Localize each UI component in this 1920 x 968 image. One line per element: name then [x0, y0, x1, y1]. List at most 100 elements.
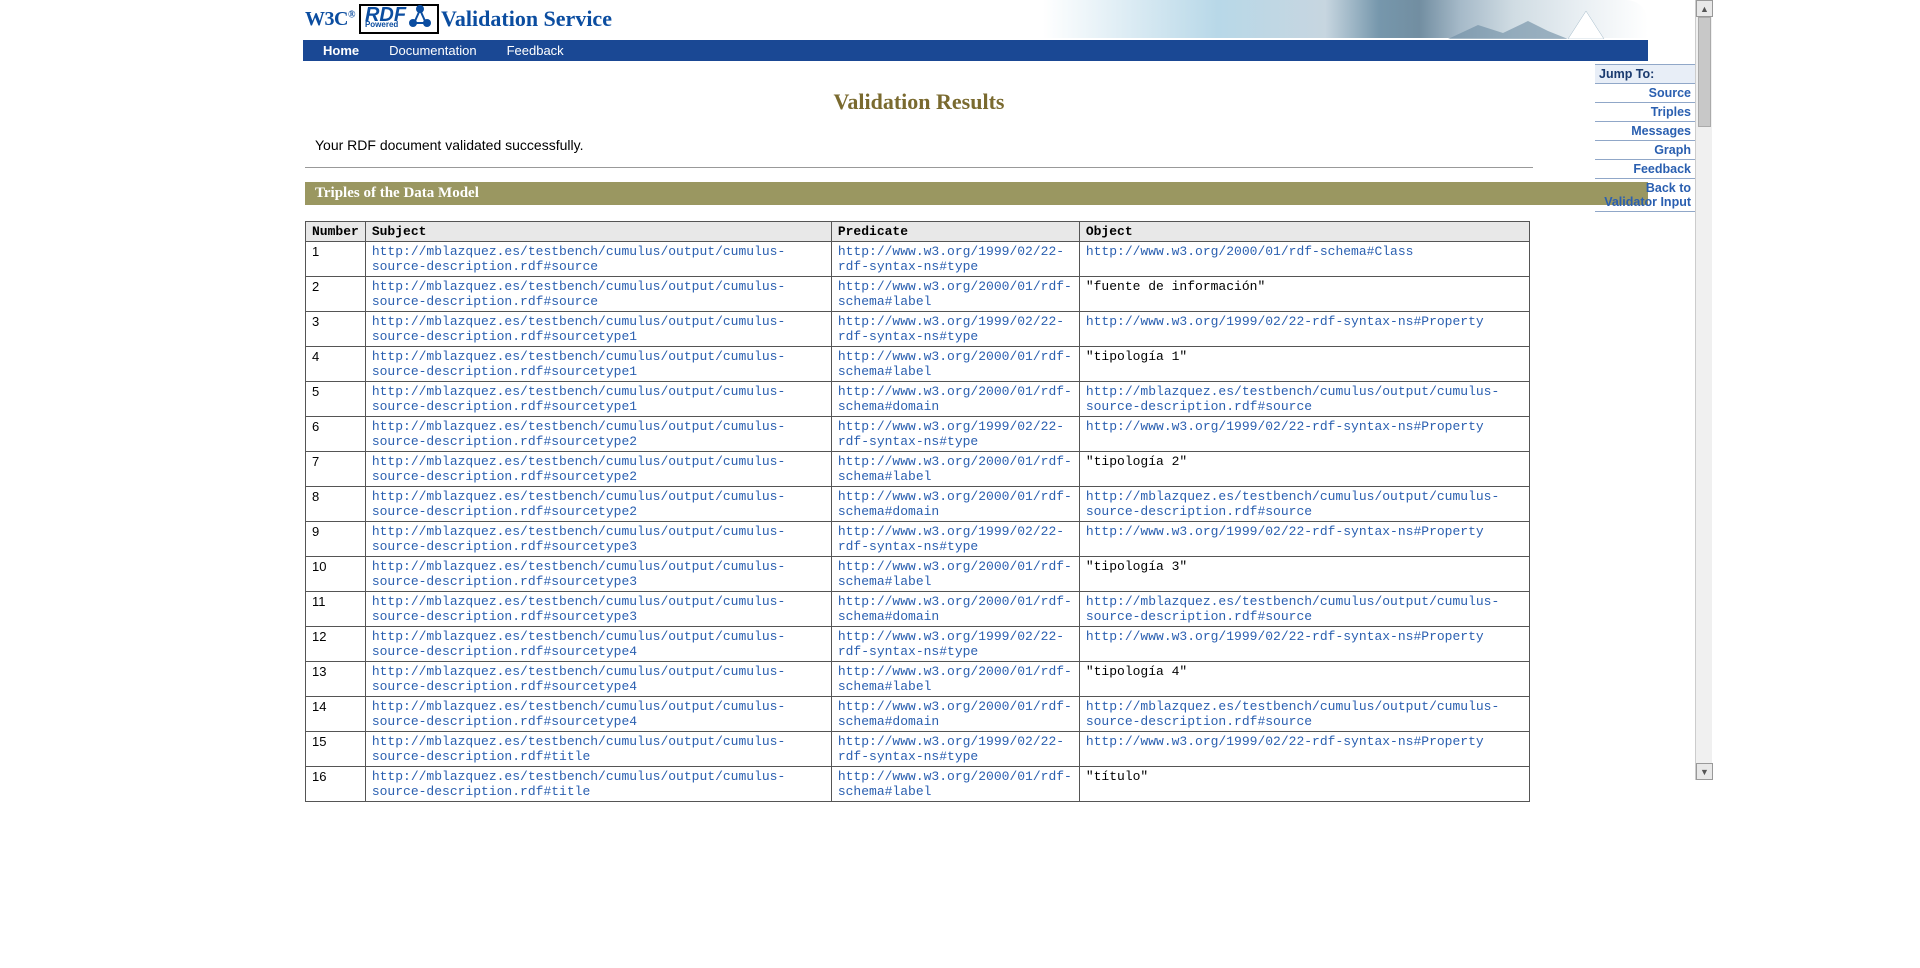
cell-subject: http://mblazquez.es/testbench/cumulus/ou… — [365, 732, 831, 767]
predicate-link[interactable]: http://www.w3.org/2000/01/rdf-schema#dom… — [838, 699, 1072, 729]
predicate-link[interactable]: http://www.w3.org/2000/01/rdf-schema#lab… — [838, 454, 1072, 484]
triples-table: Number Subject Predicate Object 1http://… — [305, 221, 1530, 802]
subject-link[interactable]: http://mblazquez.es/testbench/cumulus/ou… — [372, 419, 785, 449]
nav-feedback[interactable]: Feedback — [507, 43, 564, 58]
predicate-link[interactable]: http://www.w3.org/1999/02/22-rdf-syntax-… — [838, 314, 1064, 344]
separator — [305, 167, 1533, 168]
subject-link[interactable]: http://mblazquez.es/testbench/cumulus/ou… — [372, 699, 785, 729]
cell-object: "título" — [1079, 767, 1529, 802]
subject-link[interactable]: http://mblazquez.es/testbench/cumulus/ou… — [372, 489, 785, 519]
cell-subject: http://mblazquez.es/testbench/cumulus/ou… — [365, 522, 831, 557]
rdf-powered-logo[interactable]: RDF Powered — [359, 4, 439, 34]
object-link[interactable]: http://www.w3.org/2000/01/rdf-schema#Cla… — [1086, 244, 1414, 259]
jump-messages[interactable]: Messages — [1631, 124, 1691, 138]
cell-predicate: http://www.w3.org/1999/02/22-rdf-syntax-… — [831, 627, 1079, 662]
nav-home[interactable]: Home — [323, 43, 359, 58]
predicate-link[interactable]: http://www.w3.org/2000/01/rdf-schema#lab… — [838, 664, 1072, 694]
cell-predicate: http://www.w3.org/2000/01/rdf-schema#lab… — [831, 347, 1079, 382]
object-link[interactable]: http://www.w3.org/1999/02/22-rdf-syntax-… — [1086, 524, 1484, 539]
cell-subject: http://mblazquez.es/testbench/cumulus/ou… — [365, 487, 831, 522]
predicate-link[interactable]: http://www.w3.org/2000/01/rdf-schema#dom… — [838, 489, 1072, 519]
object-link[interactable]: http://www.w3.org/1999/02/22-rdf-syntax-… — [1086, 629, 1484, 644]
rdf-graph-icon — [407, 3, 433, 35]
cell-predicate: http://www.w3.org/1999/02/22-rdf-syntax-… — [831, 732, 1079, 767]
subject-link[interactable]: http://mblazquez.es/testbench/cumulus/ou… — [372, 384, 785, 414]
predicate-link[interactable]: http://www.w3.org/2000/01/rdf-schema#lab… — [838, 279, 1072, 309]
predicate-link[interactable]: http://www.w3.org/2000/01/rdf-schema#lab… — [838, 769, 1072, 799]
cell-predicate: http://www.w3.org/1999/02/22-rdf-syntax-… — [831, 242, 1079, 277]
table-row: 6http://mblazquez.es/testbench/cumulus/o… — [306, 417, 1530, 452]
subject-link[interactable]: http://mblazquez.es/testbench/cumulus/ou… — [372, 594, 785, 624]
subject-link[interactable]: http://mblazquez.es/testbench/cumulus/ou… — [372, 629, 785, 659]
cell-number: 1 — [306, 242, 366, 277]
object-link[interactable]: http://mblazquez.es/testbench/cumulus/ou… — [1086, 384, 1499, 414]
jump-triples[interactable]: Triples — [1651, 105, 1691, 119]
object-link[interactable]: http://mblazquez.es/testbench/cumulus/ou… — [1086, 489, 1499, 519]
predicate-link[interactable]: http://www.w3.org/1999/02/22-rdf-syntax-… — [838, 244, 1064, 274]
cell-object: http://mblazquez.es/testbench/cumulus/ou… — [1079, 382, 1529, 417]
cell-predicate: http://www.w3.org/2000/01/rdf-schema#lab… — [831, 662, 1079, 697]
cell-subject: http://mblazquez.es/testbench/cumulus/ou… — [365, 242, 831, 277]
cell-subject: http://mblazquez.es/testbench/cumulus/ou… — [365, 347, 831, 382]
jump-graph[interactable]: Graph — [1654, 143, 1691, 157]
subject-link[interactable]: http://mblazquez.es/testbench/cumulus/ou… — [372, 454, 785, 484]
object-link[interactable]: http://www.w3.org/1999/02/22-rdf-syntax-… — [1086, 419, 1484, 434]
cell-subject: http://mblazquez.es/testbench/cumulus/ou… — [365, 277, 831, 312]
subject-link[interactable]: http://mblazquez.es/testbench/cumulus/ou… — [372, 734, 785, 764]
subject-link[interactable]: http://mblazquez.es/testbench/cumulus/ou… — [372, 244, 785, 274]
cell-number: 3 — [306, 312, 366, 347]
subject-link[interactable]: http://mblazquez.es/testbench/cumulus/ou… — [372, 769, 785, 799]
table-row: 14http://mblazquez.es/testbench/cumulus/… — [306, 697, 1530, 732]
object-link[interactable]: http://mblazquez.es/testbench/cumulus/ou… — [1086, 594, 1499, 624]
cell-object: "tipología 3" — [1079, 557, 1529, 592]
scroll-down-icon[interactable]: ▼ — [1696, 763, 1713, 780]
cell-object: http://www.w3.org/1999/02/22-rdf-syntax-… — [1079, 417, 1529, 452]
table-row: 13http://mblazquez.es/testbench/cumulus/… — [306, 662, 1530, 697]
scrollbar-vertical[interactable]: ▲ ▼ — [1695, 0, 1712, 780]
table-row: 11http://mblazquez.es/testbench/cumulus/… — [306, 592, 1530, 627]
predicate-link[interactable]: http://www.w3.org/1999/02/22-rdf-syntax-… — [838, 419, 1064, 449]
cell-number: 12 — [306, 627, 366, 662]
table-row: 1http://mblazquez.es/testbench/cumulus/o… — [306, 242, 1530, 277]
nav-documentation[interactable]: Documentation — [389, 43, 476, 58]
success-message: Your RDF document validated successfully… — [315, 137, 1533, 153]
object-literal: "fuente de información" — [1086, 279, 1265, 294]
predicate-link[interactable]: http://www.w3.org/2000/01/rdf-schema#dom… — [838, 384, 1072, 414]
predicate-link[interactable]: http://www.w3.org/1999/02/22-rdf-syntax-… — [838, 734, 1064, 764]
w3c-logo[interactable]: W3C® — [303, 8, 355, 31]
predicate-link[interactable]: http://www.w3.org/1999/02/22-rdf-syntax-… — [838, 524, 1064, 554]
section-triples-header: Triples of the Data Model — [305, 182, 1648, 205]
mountain-graphic — [1448, 3, 1608, 39]
subject-link[interactable]: http://mblazquez.es/testbench/cumulus/ou… — [372, 314, 785, 344]
object-literal: "tipología 1" — [1086, 349, 1187, 364]
jump-back[interactable]: Back to Validator Input — [1604, 181, 1691, 209]
subject-link[interactable]: http://mblazquez.es/testbench/cumulus/ou… — [372, 524, 785, 554]
subject-link[interactable]: http://mblazquez.es/testbench/cumulus/ou… — [372, 349, 785, 379]
predicate-link[interactable]: http://www.w3.org/2000/01/rdf-schema#dom… — [838, 594, 1072, 624]
cell-number: 10 — [306, 557, 366, 592]
cell-number: 7 — [306, 452, 366, 487]
jump-source[interactable]: Source — [1649, 86, 1691, 100]
cell-number: 16 — [306, 767, 366, 802]
subject-link[interactable]: http://mblazquez.es/testbench/cumulus/ou… — [372, 279, 785, 309]
table-row: 2http://mblazquez.es/testbench/cumulus/o… — [306, 277, 1530, 312]
object-link[interactable]: http://www.w3.org/1999/02/22-rdf-syntax-… — [1086, 314, 1484, 329]
scroll-thumb[interactable] — [1698, 17, 1711, 127]
predicate-link[interactable]: http://www.w3.org/2000/01/rdf-schema#lab… — [838, 349, 1072, 379]
table-header-row: Number Subject Predicate Object — [306, 222, 1530, 242]
jump-feedback[interactable]: Feedback — [1633, 162, 1691, 176]
cell-number: 6 — [306, 417, 366, 452]
header: W3C® RDF Powered Validation Service — [303, 0, 1648, 38]
subject-link[interactable]: http://mblazquez.es/testbench/cumulus/ou… — [372, 664, 785, 694]
scroll-up-icon[interactable]: ▲ — [1696, 0, 1713, 17]
subject-link[interactable]: http://mblazquez.es/testbench/cumulus/ou… — [372, 559, 785, 589]
cell-object: http://mblazquez.es/testbench/cumulus/ou… — [1079, 592, 1529, 627]
table-row: 16http://mblazquez.es/testbench/cumulus/… — [306, 767, 1530, 802]
object-link[interactable]: http://mblazquez.es/testbench/cumulus/ou… — [1086, 699, 1499, 729]
predicate-link[interactable]: http://www.w3.org/2000/01/rdf-schema#lab… — [838, 559, 1072, 589]
cell-object: http://www.w3.org/1999/02/22-rdf-syntax-… — [1079, 522, 1529, 557]
predicate-link[interactable]: http://www.w3.org/1999/02/22-rdf-syntax-… — [838, 629, 1064, 659]
cell-subject: http://mblazquez.es/testbench/cumulus/ou… — [365, 382, 831, 417]
object-link[interactable]: http://www.w3.org/1999/02/22-rdf-syntax-… — [1086, 734, 1484, 749]
cell-object: http://www.w3.org/1999/02/22-rdf-syntax-… — [1079, 627, 1529, 662]
